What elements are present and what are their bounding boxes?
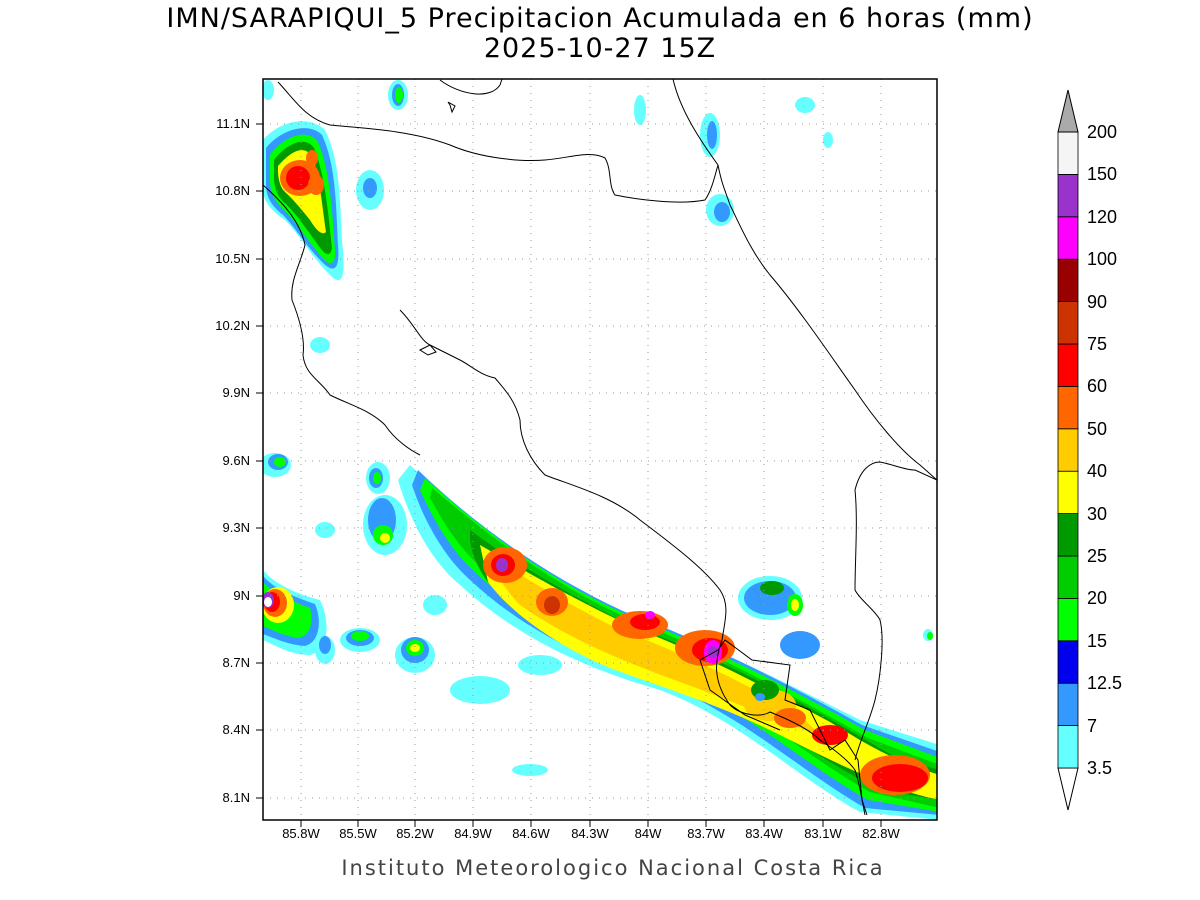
lat-label: 11.1N xyxy=(216,116,250,131)
north-coast xyxy=(672,79,937,481)
footer-credit: Instituto Meteorologico Nacional Costa R… xyxy=(341,856,885,880)
colorbar-swatch xyxy=(1057,173,1079,218)
rain-cell xyxy=(774,708,806,728)
island-outline xyxy=(418,344,437,356)
colorbar-swatch xyxy=(1057,470,1079,515)
colorbar-label: 40 xyxy=(1087,461,1108,481)
lon-label: 85.8W xyxy=(282,826,320,841)
colorbar-label: 15 xyxy=(1087,631,1108,651)
map-title: IMN/SARAPIQUI_5 Precipitacion Acumulada … xyxy=(166,3,1034,34)
nicaragua-border xyxy=(277,81,719,203)
rain-cell xyxy=(755,693,765,701)
map-subtitle-time: 2025-10-27 15Z xyxy=(483,33,717,64)
colorbar-max-triangle xyxy=(1057,89,1079,133)
lat-label: 10.5N xyxy=(215,251,250,266)
lon-label: 85.5W xyxy=(339,826,377,841)
lon-label: 82.8W xyxy=(862,826,900,841)
rain-blob xyxy=(760,581,784,595)
lat-label: 9.3N xyxy=(222,520,250,535)
gulf-nicoya xyxy=(399,309,727,641)
lon-label: 83.7W xyxy=(687,826,725,841)
colorbar-label: 100 xyxy=(1087,249,1118,269)
colorbar-swatch xyxy=(1057,598,1079,642)
colorbar-swatch xyxy=(1057,385,1079,430)
colorbar-swatch xyxy=(1057,216,1079,260)
lon-label: 84.9W xyxy=(454,826,492,841)
rain-cell xyxy=(544,596,560,614)
cr-panama-border xyxy=(699,639,868,816)
colorbar-swatch xyxy=(1057,131,1079,175)
border-segment xyxy=(699,659,781,731)
rain-cell xyxy=(264,597,272,607)
colorbar-label: 60 xyxy=(1087,376,1108,396)
colorbar-label: 7 xyxy=(1087,716,1098,736)
coastlines xyxy=(263,79,937,816)
colorbar-label: 75 xyxy=(1087,334,1108,354)
axis-ticks xyxy=(256,123,882,827)
pacific-coast-nicoya xyxy=(263,184,421,456)
lake-outline xyxy=(447,101,456,114)
colorbar-swatch xyxy=(1057,640,1079,684)
lat-label: 10.2N xyxy=(215,318,250,333)
rain-cell xyxy=(286,166,310,190)
colorbar-label: 150 xyxy=(1087,164,1118,184)
rain-cell xyxy=(708,646,718,658)
lat-label: 9N xyxy=(233,588,250,603)
lat-label: 10.8N xyxy=(215,183,250,198)
lat-label: 9.9N xyxy=(222,385,250,400)
plot-frame xyxy=(262,78,938,821)
colorbar-swatch xyxy=(1057,428,1079,472)
colorbar-label: 90 xyxy=(1087,292,1108,312)
panama-border xyxy=(854,489,883,761)
rain-cell xyxy=(645,611,655,619)
colorbar-label: 12.5 xyxy=(1087,673,1123,693)
colorbar-swatch xyxy=(1057,725,1079,769)
lon-label: 83.4W xyxy=(745,826,783,841)
colorbar-swatch xyxy=(1057,513,1079,557)
lon-label: 85.2W xyxy=(396,826,434,841)
colorbar-swatch xyxy=(1057,258,1079,303)
lon-label: 83.1W xyxy=(804,826,842,841)
rain-blob xyxy=(791,599,799,611)
colorbar-label: 120 xyxy=(1087,207,1118,227)
colorbar-label: 200 xyxy=(1087,122,1118,142)
colorbar-label: 30 xyxy=(1087,504,1108,524)
lon-label: 84.3W xyxy=(571,826,609,841)
colorbar-label: 50 xyxy=(1087,419,1108,439)
lat-label: 9.6N xyxy=(222,453,250,468)
scattered-rain-40 xyxy=(380,533,420,652)
lat-label: 8.7N xyxy=(222,655,250,670)
colorbar xyxy=(1057,89,1079,811)
rain-cell xyxy=(630,614,660,630)
east-coast xyxy=(854,461,937,491)
colorbar-swatch xyxy=(1057,301,1079,345)
rain-blob xyxy=(780,631,820,659)
lon-label: 84.6W xyxy=(512,826,550,841)
scattered-rain xyxy=(263,80,933,776)
rain-cell xyxy=(496,558,508,572)
colorbar-swatch xyxy=(1057,555,1079,599)
colorbar-swatch xyxy=(1057,682,1079,727)
colorbar-label: 3.5 xyxy=(1087,758,1113,778)
lon-label: 84W xyxy=(634,826,662,841)
lat-label: 8.4N xyxy=(222,722,250,737)
rain-core-orange xyxy=(490,555,820,735)
colorbar-min-triangle xyxy=(1057,767,1079,811)
lake-shore xyxy=(439,79,503,95)
lat-lon-grid xyxy=(263,79,937,820)
rain-cell xyxy=(306,150,318,166)
colorbar-label: 25 xyxy=(1087,546,1108,566)
rain-cell xyxy=(812,725,848,745)
colorbar-swatch xyxy=(1057,343,1079,387)
colorbar-label: 20 xyxy=(1087,588,1108,608)
rain-cell xyxy=(872,764,928,792)
lat-label: 8.1N xyxy=(222,790,250,805)
osa-coast xyxy=(716,639,866,816)
rain-cell xyxy=(308,175,324,195)
